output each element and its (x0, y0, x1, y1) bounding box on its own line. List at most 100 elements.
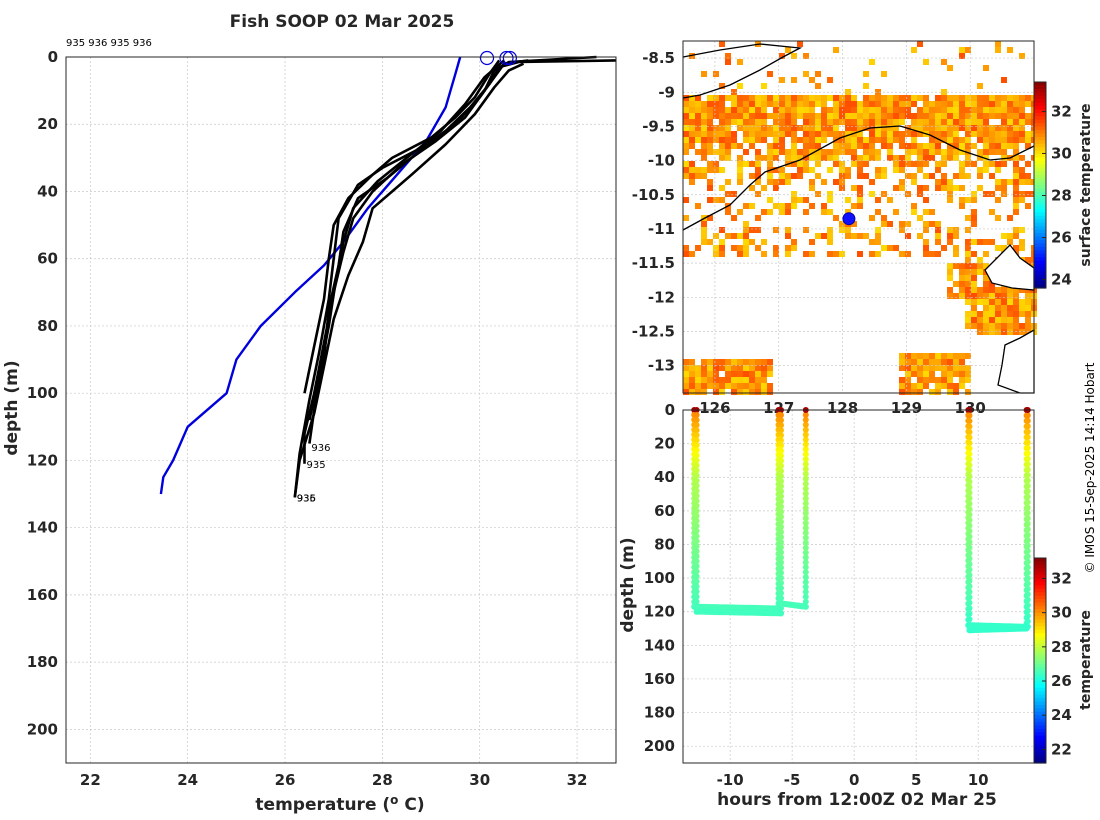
sst-pixel (1013, 185, 1019, 191)
sst-pixel (791, 53, 797, 59)
sst-pixel (713, 233, 719, 239)
sst-pixel (899, 143, 905, 149)
colorbar-swatch (1034, 102, 1046, 107)
sst-pixel (701, 371, 707, 377)
sst-pixel (1001, 317, 1007, 323)
sst-pixel (929, 107, 935, 113)
sst-pixel (941, 353, 947, 359)
sst-pixel (977, 131, 983, 137)
sst-pixel (941, 173, 947, 179)
sst-pixel (779, 95, 785, 101)
colorbar-swatch (1034, 711, 1046, 716)
track-point (965, 433, 972, 440)
colorbar-swatch (1034, 88, 1046, 93)
sst-pixel (683, 377, 689, 383)
colorbar-tick-label: 32 (1051, 102, 1072, 120)
sst-pixel (869, 251, 875, 257)
sst-pixel (899, 107, 905, 113)
track-point (776, 479, 783, 486)
sst-pixel (791, 155, 797, 161)
sst-pixel (959, 149, 965, 155)
track-point (802, 598, 809, 605)
sst-pixel (851, 149, 857, 155)
track-point (693, 487, 700, 494)
sst-pixel (755, 167, 761, 173)
sst-pixel (815, 143, 821, 149)
sst-pixel (983, 317, 989, 323)
sst-pixel (833, 119, 839, 125)
sst-pixel (941, 107, 947, 113)
sst-pixel (983, 119, 989, 125)
sst-pixel (917, 125, 923, 131)
sst-pixel (809, 77, 815, 83)
sst-pixel (785, 245, 791, 251)
sst-pixel (707, 383, 713, 389)
track-point (776, 561, 783, 568)
y-tick-label: 140 (27, 519, 58, 537)
track-point (965, 444, 972, 451)
sst-pixel (743, 359, 749, 365)
section-y-tick-label: 20 (654, 435, 675, 453)
sst-pixel (971, 113, 977, 119)
sst-pixel (767, 371, 773, 377)
sst-pixel (725, 59, 731, 65)
sst-pixel (815, 173, 821, 179)
sst-pixel (917, 377, 923, 383)
sst-pixel (989, 143, 995, 149)
sst-pixel (953, 353, 959, 359)
track-point (1024, 591, 1031, 598)
sst-pixel (857, 113, 863, 119)
sst-pixel (971, 215, 977, 221)
sst-pixel (977, 113, 983, 119)
track-point (1024, 477, 1031, 484)
track-point (965, 530, 972, 537)
sst-pixel (797, 107, 803, 113)
track-point (1024, 585, 1031, 592)
sst-pixel (899, 227, 905, 233)
sst-pixel (1001, 77, 1007, 83)
track-point (802, 495, 809, 502)
sst-pixel (995, 245, 1001, 251)
track-point (965, 476, 972, 483)
sst-pixel (821, 137, 827, 143)
sst-pixel (809, 137, 815, 143)
track-point (802, 500, 809, 507)
sst-pixel (995, 329, 1001, 335)
sst-pixel (701, 233, 707, 239)
colorbar-tick-label: 26 (1051, 229, 1072, 247)
sst-pixel (857, 101, 863, 107)
track-point (965, 600, 972, 607)
sst-pixel (845, 197, 851, 203)
track-point (693, 467, 700, 474)
sst-pixel (1013, 191, 1019, 197)
sst-pixel (971, 311, 977, 317)
profile-end-label: 936 (297, 493, 316, 504)
track-point (1024, 531, 1031, 538)
profile-y-label: depth (m) (2, 360, 22, 455)
colorbar-swatch (1034, 198, 1046, 203)
sst-pixel (965, 143, 971, 149)
sst-pixel (1013, 119, 1019, 125)
sst-pixel (713, 389, 719, 395)
sst-pixel (923, 371, 929, 377)
track-point (802, 515, 809, 522)
sst-pixel (857, 197, 863, 203)
track-point (693, 538, 700, 545)
sst-pixel (947, 263, 953, 269)
sst-pixel (959, 365, 965, 371)
sst-pixel (953, 173, 959, 179)
sst-pixel (695, 137, 701, 143)
sst-pixel (707, 137, 713, 143)
sst-pixel (917, 149, 923, 155)
colorbar-swatch (1034, 691, 1046, 696)
sst-pixel (857, 233, 863, 239)
section-x-tick-label: 10 (968, 771, 989, 789)
sst-pixel (737, 119, 743, 125)
sst-pixel (953, 107, 959, 113)
sst-pixel (857, 143, 863, 149)
track-point (1024, 439, 1031, 446)
sst-pixel (695, 245, 701, 251)
y-tick-label: 160 (27, 586, 58, 604)
track-point (802, 554, 809, 561)
x-tick-label: 22 (80, 771, 101, 789)
